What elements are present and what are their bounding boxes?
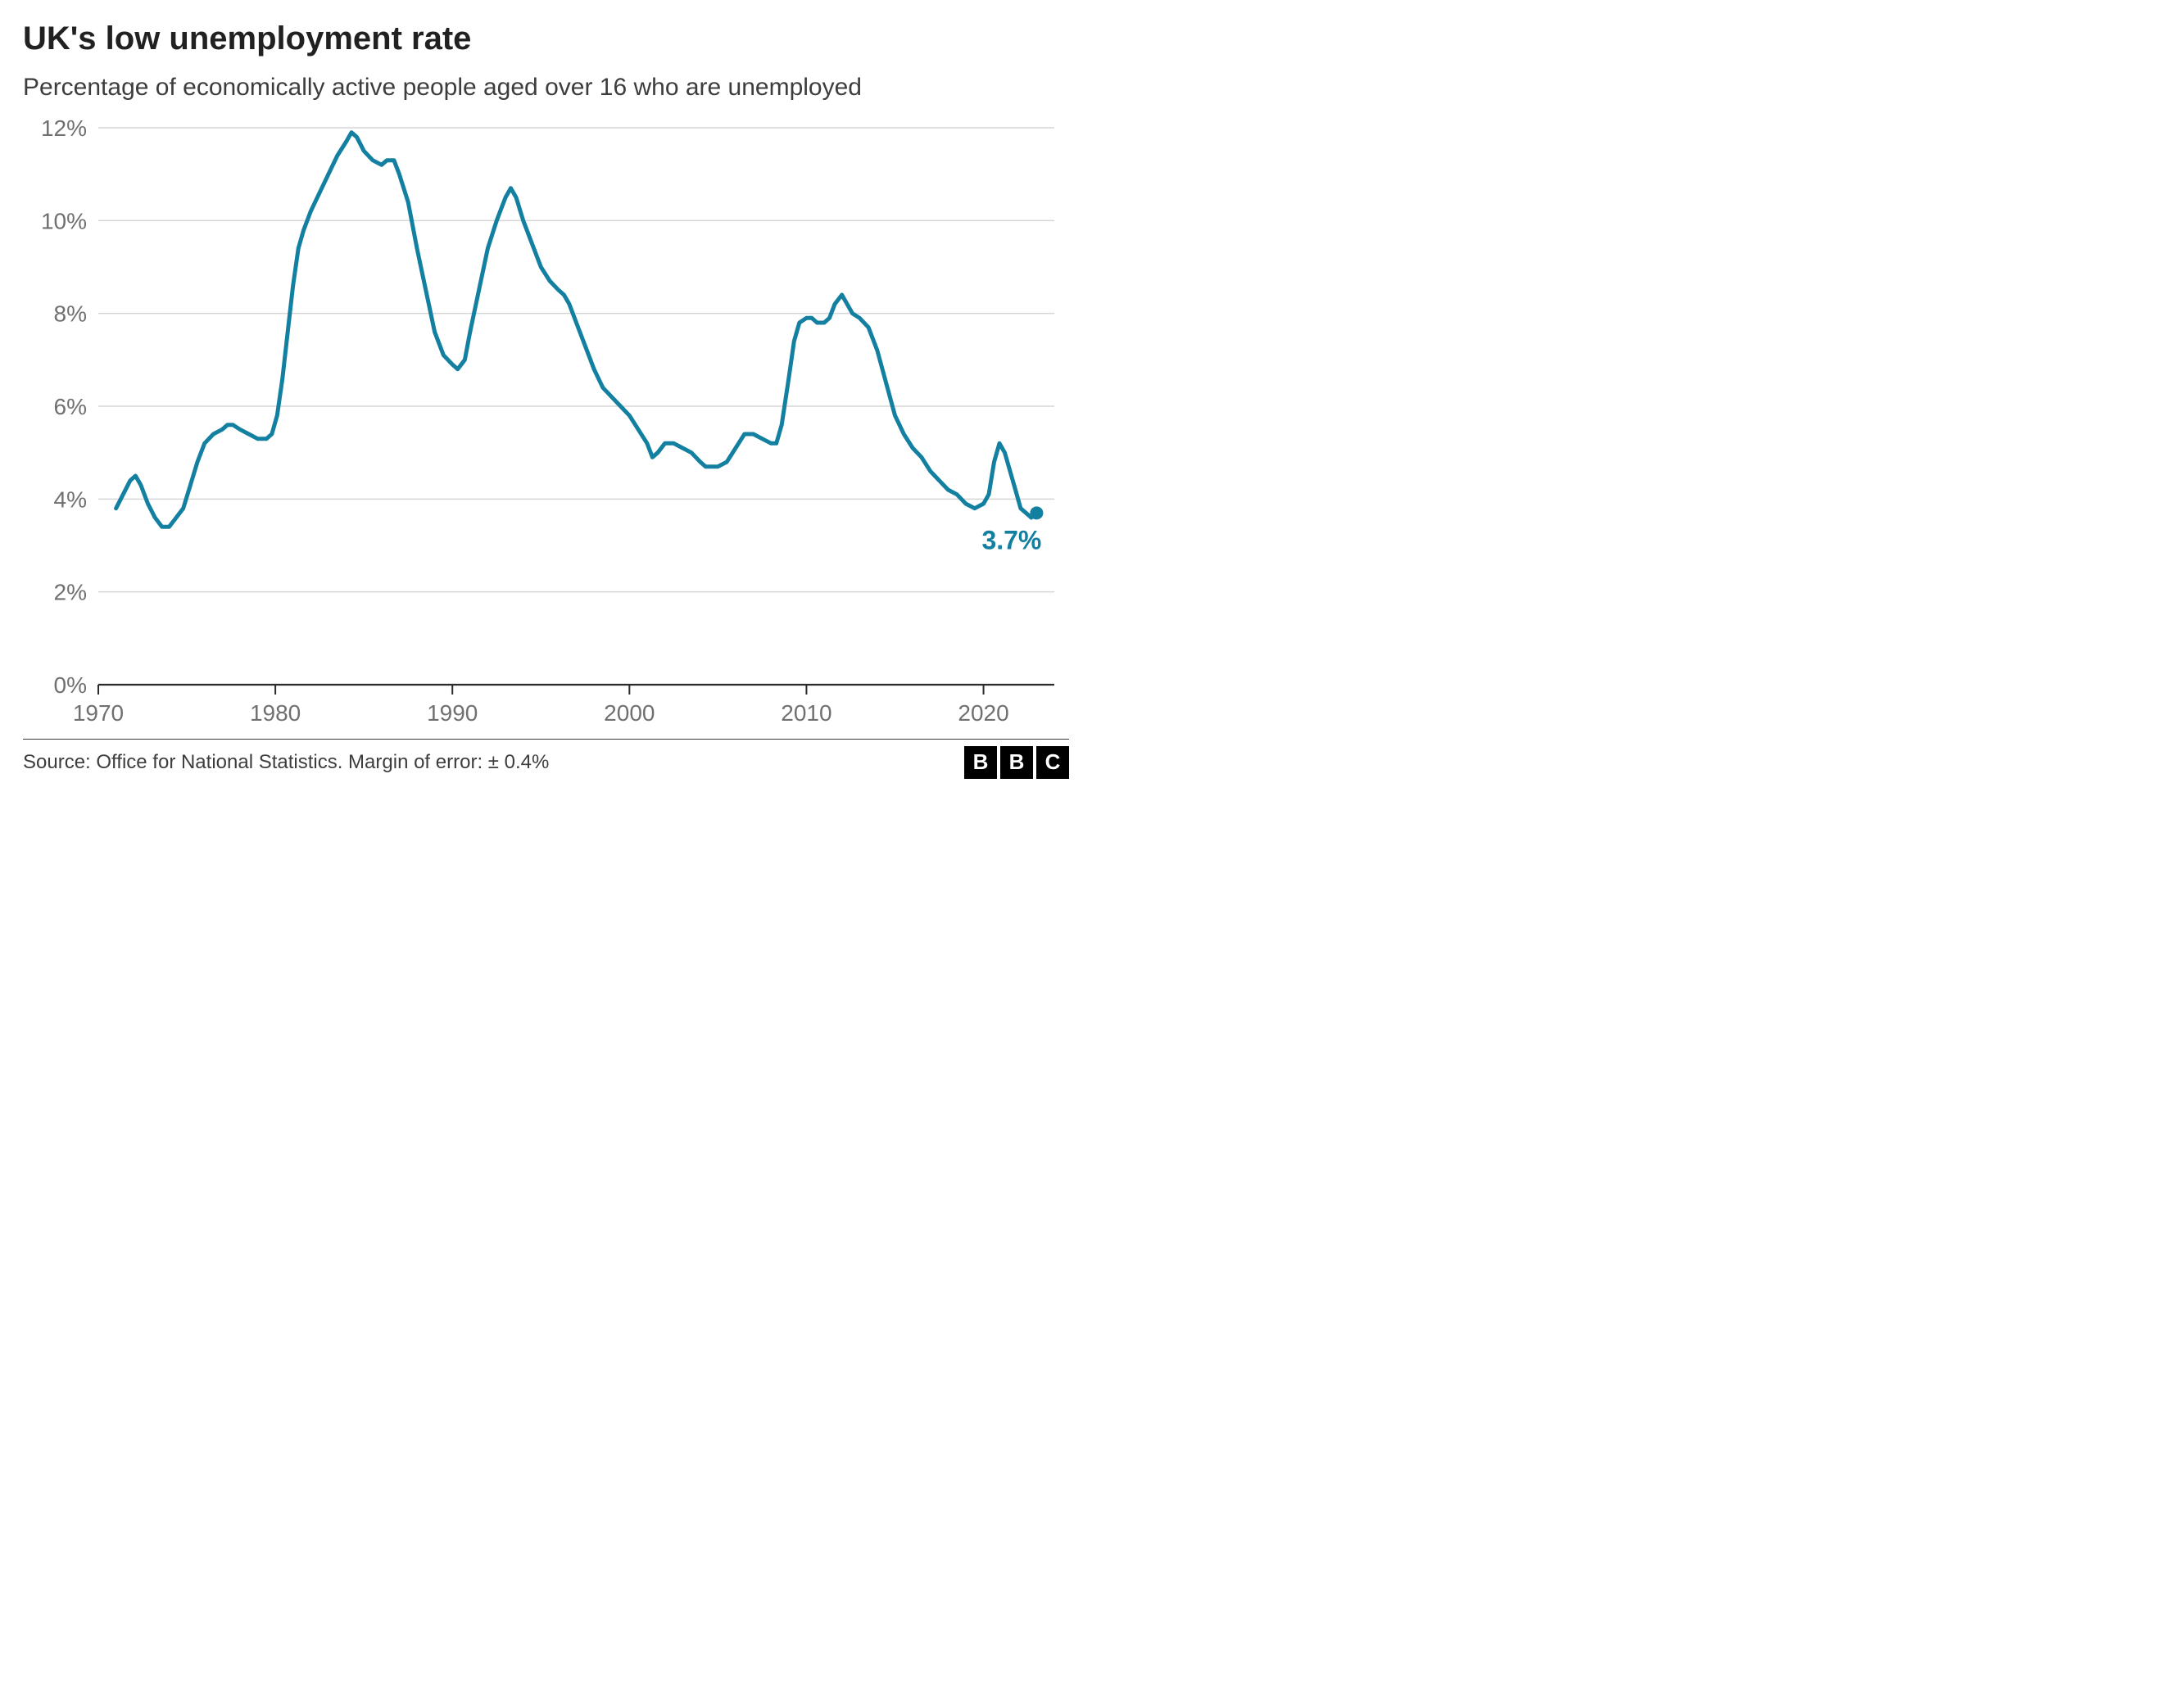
svg-text:3.7%: 3.7% (981, 525, 1041, 554)
svg-text:4%: 4% (54, 486, 87, 512)
chart-area: 0% 2% 4% 6% 8% 10% 12% 1970 1980 1990 2000 2010 2020… (23, 111, 1069, 734)
chart-footer: Source: Office for National Statistics. … (23, 746, 1069, 779)
source-text: Source: Office for National Statistics. … (23, 751, 549, 774)
svg-text:1980: 1980 (250, 700, 301, 726)
line-chart-svg: 0% 2% 4% 6% 8% 10% 12% 1970 1980 1990 2000 2010 2020… (23, 111, 1069, 734)
svg-text:12%: 12% (41, 115, 87, 141)
svg-text:10%: 10% (41, 208, 87, 233)
svg-text:6%: 6% (54, 394, 87, 419)
bbc-logo-b2: B (1000, 746, 1033, 779)
chart-card: UK's low unemployment rate Percentage of… (0, 0, 1092, 853)
svg-text:1970: 1970 (73, 700, 124, 726)
chart-subtitle: Percentage of economically active people… (23, 72, 1017, 103)
svg-text:1990: 1990 (427, 700, 478, 726)
footer-divider (23, 739, 1069, 740)
svg-text:2020: 2020 (958, 700, 1008, 726)
chart-title: UK's low unemployment rate (23, 20, 1069, 57)
svg-text:2010: 2010 (781, 700, 831, 726)
svg-text:2000: 2000 (604, 700, 655, 726)
bbc-logo-c: C (1036, 746, 1069, 779)
svg-text:8%: 8% (54, 301, 87, 326)
bbc-logo-b1: B (964, 746, 997, 779)
bbc-logo: B B C (964, 746, 1069, 779)
svg-text:2%: 2% (54, 579, 87, 604)
svg-text:0%: 0% (54, 672, 87, 698)
